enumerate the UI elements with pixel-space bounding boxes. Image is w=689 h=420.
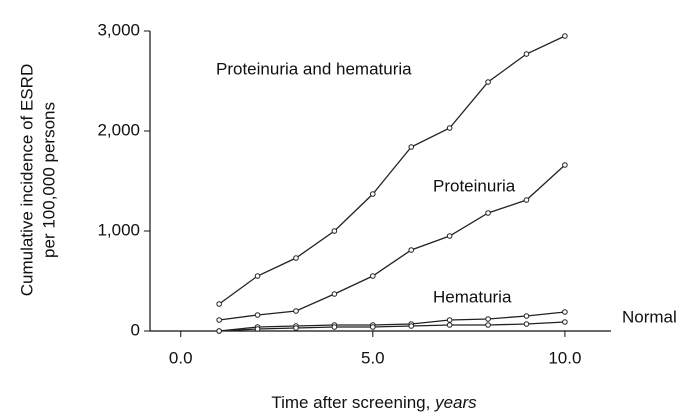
- data-point: [293, 255, 299, 261]
- data-point: [331, 324, 338, 330]
- y-tick-label: 0: [131, 320, 140, 339]
- data-point: [293, 325, 299, 331]
- data-point: [254, 273, 261, 279]
- series-label: Hematuria: [433, 287, 512, 306]
- data-point: [523, 197, 530, 203]
- data-point: [446, 233, 453, 239]
- y-tick-label: 3,000: [97, 20, 140, 39]
- x-tick-label: 0.0: [169, 348, 193, 367]
- series-line: [219, 164, 566, 321]
- y-axis-label: per 100,000 persons: [39, 102, 58, 258]
- data-point: [370, 191, 376, 197]
- data-point: [562, 309, 568, 315]
- data-point: [216, 301, 222, 307]
- data-point: [562, 162, 568, 168]
- series-label: Proteinuria and hematuria: [216, 59, 412, 78]
- y-tick-label: 2,000: [97, 120, 140, 139]
- data-point: [408, 323, 415, 329]
- data-point: [254, 312, 261, 318]
- x-tick-label: 10.0: [548, 348, 581, 367]
- series-label: Normal: [622, 307, 677, 326]
- data-point: [331, 291, 338, 297]
- series-line: [219, 321, 565, 332]
- data-point: [485, 322, 491, 328]
- data-point: [216, 328, 222, 334]
- data-point: [523, 51, 530, 57]
- x-tick-label: 5.0: [361, 348, 385, 367]
- series-label: Proteinuria: [433, 176, 516, 195]
- data-point: [446, 125, 453, 131]
- data-point: [485, 316, 491, 322]
- data-point: [523, 313, 530, 319]
- series-line: [218, 35, 566, 305]
- data-point: [216, 317, 222, 323]
- x-axis-label-unit: years: [434, 393, 477, 412]
- data-point: [293, 308, 299, 314]
- data-point: [446, 322, 453, 328]
- data-point: [562, 319, 568, 325]
- data-point: [485, 210, 491, 216]
- data-point: [408, 247, 415, 253]
- x-axis-label-text: Time after screening,: [271, 393, 430, 412]
- x-axis-label: Time after screening, years: [271, 393, 477, 412]
- data-point: [485, 79, 491, 85]
- data-point: [446, 317, 453, 323]
- data-point: [562, 33, 568, 39]
- y-tick-label: 1,000: [97, 220, 140, 239]
- data-point: [370, 273, 376, 279]
- series-line: [219, 311, 565, 332]
- y-axis-label: Cumulative incidence of ESRD: [17, 64, 36, 296]
- data-point: [370, 324, 376, 330]
- data-point: [523, 321, 530, 327]
- data-point: [408, 144, 415, 150]
- data-point: [254, 326, 261, 332]
- data-point: [331, 228, 338, 234]
